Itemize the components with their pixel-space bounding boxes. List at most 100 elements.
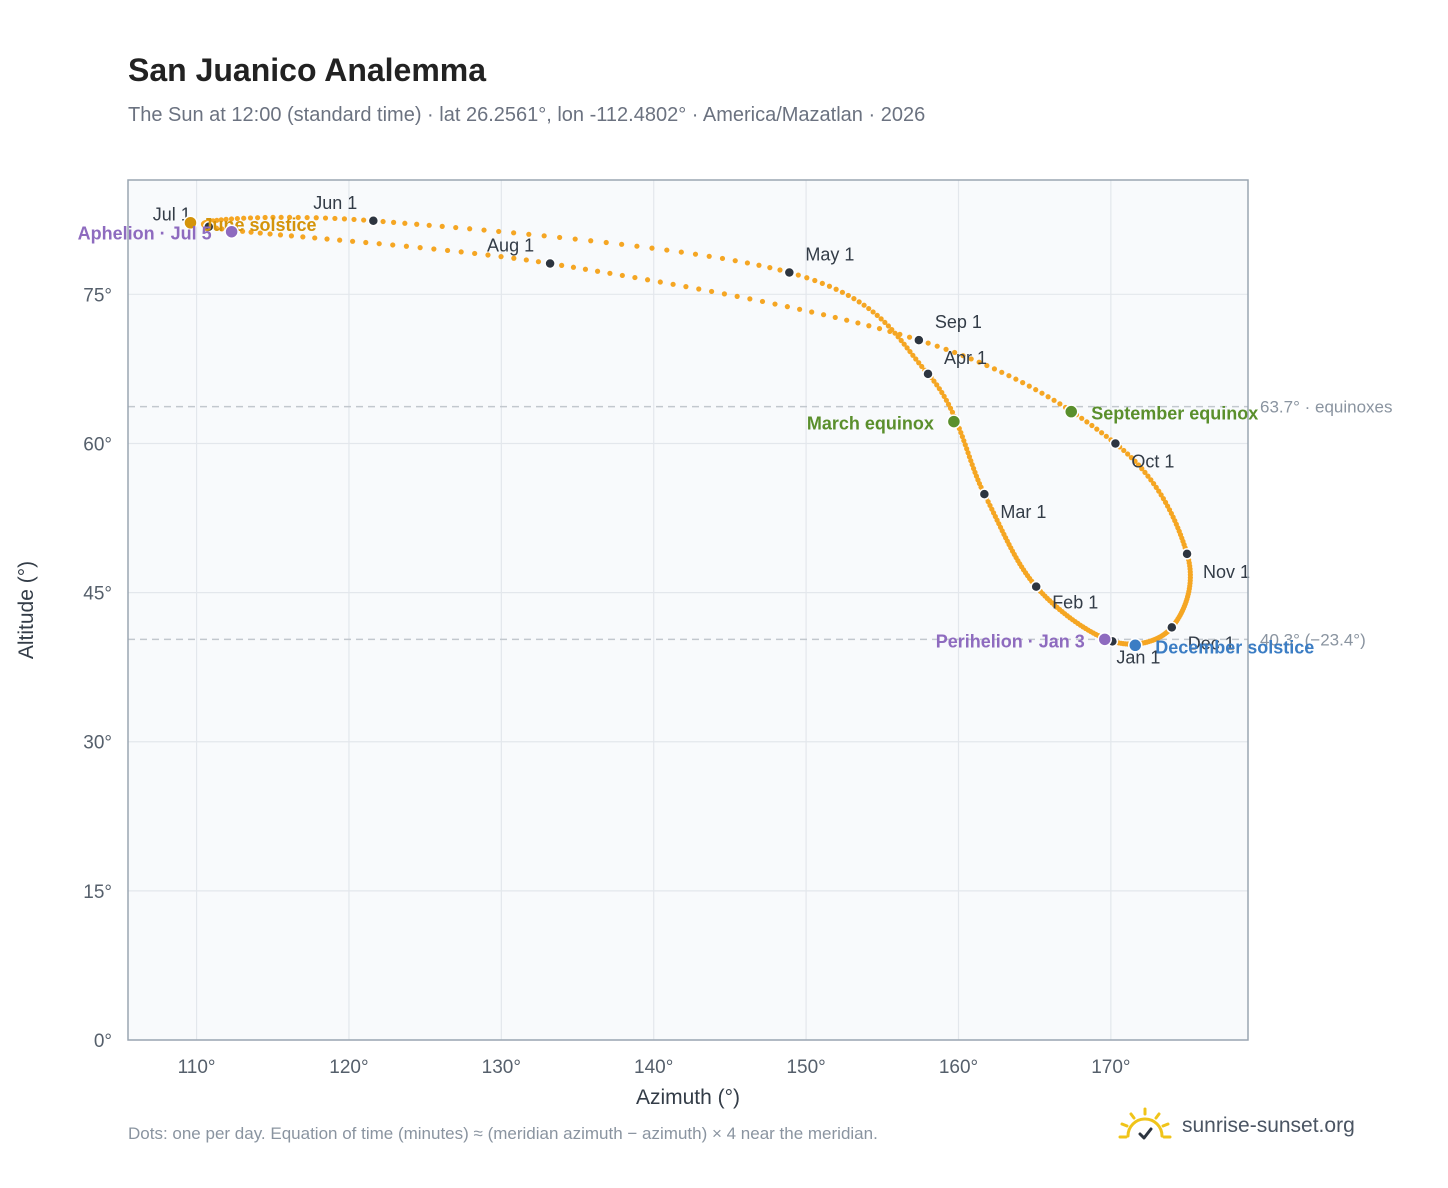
daily-dot xyxy=(797,306,803,312)
x-tick-label: 110° xyxy=(178,1057,216,1078)
daily-dot xyxy=(795,272,801,278)
daily-dot xyxy=(619,272,625,279)
daily-dot xyxy=(402,220,408,226)
daily-dot xyxy=(832,314,838,321)
month-marker xyxy=(544,257,556,270)
month-marker xyxy=(783,266,796,279)
sun-logo-icon xyxy=(1118,1107,1172,1140)
daily-dot xyxy=(304,214,310,221)
axes: 110° 120° 130° 140° 150° 160° 170° 0° 15° 30° 45° 6… xyxy=(15,285,1131,1109)
daily-dot xyxy=(431,246,437,252)
x-tick-label: 160° xyxy=(939,1057,978,1078)
daily-dot xyxy=(959,434,965,440)
daily-dot xyxy=(804,275,810,281)
month-marker xyxy=(203,220,215,233)
daily-dot xyxy=(1151,481,1157,487)
daily-dot xyxy=(1145,473,1151,479)
daily-dot xyxy=(898,337,904,344)
daily-dot xyxy=(414,221,420,227)
y-tick-label: 60° xyxy=(83,434,112,455)
month-marker xyxy=(1181,548,1193,560)
chart-title: San Juanico Analemma xyxy=(128,52,487,88)
month-marker xyxy=(978,488,991,500)
month-marker xyxy=(1109,437,1122,450)
daily-dot xyxy=(696,286,702,292)
daily-dot xyxy=(607,270,613,276)
daily-dot xyxy=(603,239,609,246)
daily-dot xyxy=(747,296,753,302)
daily-dot xyxy=(919,363,925,370)
daily-dot xyxy=(958,429,964,436)
daily-dot xyxy=(270,214,276,220)
x-tick-label: 170° xyxy=(1091,1057,1130,1078)
daily-dot xyxy=(670,281,676,287)
month-label: Oct 1 xyxy=(1131,451,1174,471)
daily-dot xyxy=(759,298,766,305)
daily-dot xyxy=(1039,390,1045,396)
daily-dot xyxy=(767,265,773,271)
daily-dot xyxy=(239,228,246,234)
daily-dot xyxy=(878,316,884,322)
y-tick-label: 75° xyxy=(83,285,112,306)
daily-dot xyxy=(391,219,397,225)
month-label: Jul 1 xyxy=(153,205,191,225)
daily-dot xyxy=(322,215,329,221)
daily-dot xyxy=(1084,419,1090,425)
daily-dot xyxy=(943,397,949,403)
daily-dot xyxy=(678,249,684,255)
event-marker xyxy=(1097,632,1113,647)
month-label: Sep 1 xyxy=(935,312,982,332)
footnote: Dots: one per day. Equation of time (min… xyxy=(128,1124,878,1143)
daily-dot xyxy=(820,312,827,318)
daily-dot xyxy=(947,405,954,411)
daily-dot xyxy=(870,309,876,315)
daily-dot xyxy=(777,267,783,273)
month-marker xyxy=(1166,621,1178,634)
daily-dot xyxy=(772,301,778,307)
daily-dot xyxy=(756,262,762,268)
daily-dot xyxy=(1013,376,1019,382)
daily-dot xyxy=(968,356,974,362)
y-tick-label: 15° xyxy=(83,882,112,903)
daily-dot xyxy=(719,255,726,262)
daily-dot xyxy=(619,241,625,247)
daily-dot xyxy=(248,229,254,235)
daily-dot xyxy=(925,340,931,346)
daily-dot xyxy=(277,232,284,238)
daily-dot xyxy=(1132,458,1138,464)
daily-dot xyxy=(969,462,975,468)
daily-dot xyxy=(511,230,517,236)
daily-dot xyxy=(363,239,369,246)
daily-dot xyxy=(1103,433,1109,439)
daily-dot xyxy=(458,249,464,255)
daily-dot xyxy=(403,243,409,249)
event-marker xyxy=(1127,638,1143,653)
daily-dot xyxy=(444,247,451,254)
daily-dot xyxy=(826,283,833,289)
event-label: March equinox xyxy=(807,414,934,434)
daily-dot xyxy=(708,288,715,295)
daily-dot xyxy=(300,234,306,240)
daily-dot xyxy=(634,243,640,249)
daily-dot xyxy=(535,259,542,265)
daily-dot xyxy=(962,442,968,448)
daily-dot xyxy=(588,238,594,244)
daily-dot xyxy=(582,266,589,272)
daily-dot xyxy=(1135,462,1142,468)
month-label: Aug 1 xyxy=(487,236,534,256)
month-marker xyxy=(922,368,934,380)
daily-dot xyxy=(632,274,638,281)
daily-dot xyxy=(218,217,224,223)
daily-dot xyxy=(984,362,990,369)
daily-dot xyxy=(1020,380,1026,386)
daily-dot xyxy=(882,319,888,326)
x-tick-label: 140° xyxy=(634,1057,673,1078)
daily-dot xyxy=(936,386,942,392)
daily-dot xyxy=(941,393,947,399)
daily-dot xyxy=(594,268,601,274)
daily-dot xyxy=(866,305,872,312)
daily-dot xyxy=(876,325,883,332)
daily-dot xyxy=(887,328,893,335)
daily-dot xyxy=(1051,397,1057,403)
